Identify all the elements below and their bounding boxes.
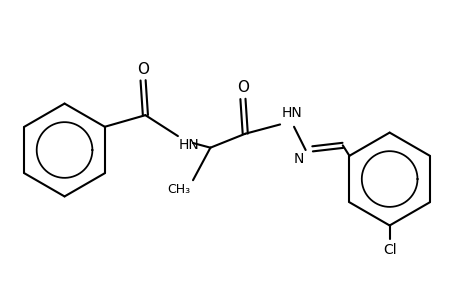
Text: Cl: Cl bbox=[382, 243, 396, 257]
Text: N: N bbox=[293, 152, 304, 166]
Text: HN: HN bbox=[280, 106, 302, 120]
Text: O: O bbox=[236, 80, 248, 95]
Text: CH₃: CH₃ bbox=[167, 182, 190, 196]
Text: HN: HN bbox=[179, 138, 199, 152]
Text: O: O bbox=[137, 62, 149, 77]
